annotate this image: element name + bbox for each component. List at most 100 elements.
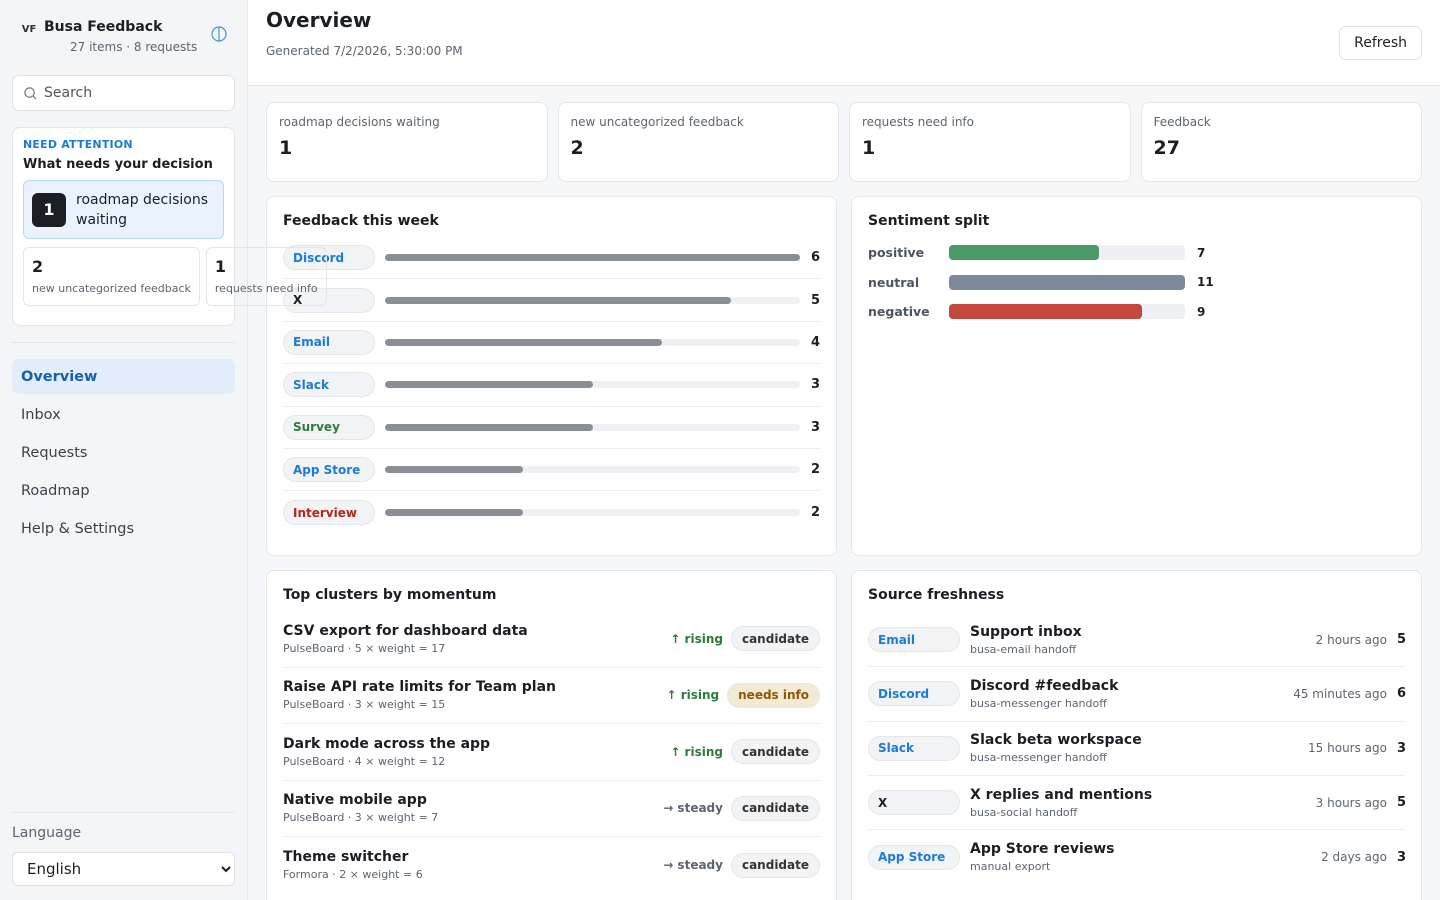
cluster-row[interactable]: Native mobile app PulseBoard · 3 × weight… — [283, 781, 820, 837]
attention-main-label: roadmap decisions waiting — [76, 191, 209, 228]
attention-card: NEED ATTENTION What needs your decision … — [12, 127, 327, 326]
source-pill[interactable]: App Store — [868, 844, 960, 870]
language-select[interactable]: English — [12, 852, 235, 886]
feedback-week-row[interactable]: Survey 3 — [283, 407, 820, 449]
stat-card[interactable]: roadmap decisions waiting 1 — [266, 102, 548, 182]
nav-item-roadmap[interactable]: Roadmap — [21, 482, 90, 499]
sentiment-track — [949, 304, 1185, 320]
bar-track — [385, 381, 800, 389]
source-main: Discord #feedback busa-messenger handoff — [970, 678, 1293, 710]
brand: VF Busa Feedback 27 items · 8 requests — [12, 0, 235, 66]
sentiment-track — [949, 245, 1185, 261]
feedback-week-row[interactable]: Discord 6 — [283, 237, 820, 280]
feedback-week-row[interactable]: Interview 2 — [283, 491, 820, 533]
source-main: Slack beta workspace busa-messenger hando… — [970, 732, 1308, 764]
bar-track — [385, 509, 800, 517]
cluster-row[interactable]: Dark mode across the app PulseBoard · 4 ×… — [283, 724, 820, 781]
feedback-week-row[interactable]: App Store 2 — [283, 449, 820, 492]
sentiment-row: negative 9 — [868, 297, 1405, 327]
language-label: Language — [12, 825, 82, 841]
freshness-card: Source freshness Email Support inbox busa-… — [851, 570, 1422, 900]
source-handoff: busa-social handoff — [970, 805, 1078, 819]
feedback-week-row[interactable]: Email 4 — [283, 322, 820, 365]
sentiment-row: positive 7 — [868, 238, 1405, 268]
bar-track — [385, 338, 800, 346]
bar-count: 2 — [810, 462, 820, 478]
source-row[interactable]: App Store App Store reviews manual export 2… — [868, 830, 1406, 884]
grid-bottom: Top clusters by momentum CSV export for … — [266, 570, 1422, 900]
refresh-button[interactable]: Refresh — [1339, 26, 1422, 60]
source-pill[interactable]: Email — [283, 329, 375, 355]
clusters-card: Top clusters by momentum CSV export for … — [266, 570, 837, 900]
source-pill[interactable]: Survey — [283, 414, 375, 440]
source-pill[interactable]: Slack — [283, 372, 375, 398]
source-last-seen: 2 hours ago — [1315, 632, 1387, 647]
source-name: Slack beta workspace — [970, 732, 1142, 749]
source-pill[interactable]: Discord — [868, 681, 960, 707]
source-last-seen: 2 days ago — [1321, 850, 1387, 865]
nav-item-overview[interactable]: Overview — [12, 359, 235, 394]
generated-timestamp: Generated 7/2/2026, 5:30:00 PM — [266, 44, 463, 58]
stat-label: roadmap decisions waiting — [279, 115, 440, 129]
app-title: Busa Feedback — [44, 19, 163, 35]
source-handoff: busa-email handoff — [970, 642, 1077, 656]
bar-track — [385, 466, 800, 474]
nav-item-requests[interactable]: Requests — [21, 444, 88, 461]
source-pill[interactable]: App Store — [283, 457, 375, 483]
attention-need-info[interactable]: 1 requests need info — [205, 247, 327, 306]
source-row[interactable]: X X replies and mentions busa-social hando… — [868, 776, 1407, 831]
source-name: Discord #feedback — [970, 677, 1119, 694]
bar-fill — [385, 423, 593, 431]
bar-track — [385, 254, 800, 262]
source-pill[interactable]: Interview — [283, 500, 375, 526]
card-title: Source freshness — [868, 587, 1005, 603]
source-pill[interactable]: Email — [868, 627, 960, 653]
cluster-row[interactable]: Raise API rate limits for Team plan Pulse… — [283, 668, 820, 724]
bar-count: 2 — [810, 505, 820, 521]
bar-track — [385, 296, 800, 304]
feedback-week-row[interactable]: Slack 3 — [283, 364, 820, 407]
source-row[interactable]: Slack Slack beta workspace busa-messenger … — [868, 722, 1406, 776]
cluster-row[interactable]: CSV export for dashboard data PulseBoard … — [283, 611, 820, 668]
source-row[interactable]: Email Support inbox busa-email handoff 2 ho… — [868, 613, 1406, 668]
bar-count: 3 — [810, 377, 820, 393]
source-count: 5 — [1397, 795, 1407, 811]
source-row[interactable]: Discord Discord #feedback busa-messenger h… — [868, 667, 1406, 722]
stat-card[interactable]: new uncategorized feedback 2 — [557, 102, 839, 182]
search-box[interactable] — [12, 75, 235, 111]
nav-item-inbox[interactable]: Inbox — [21, 406, 61, 423]
cluster-main: Theme switcher Formora · 2 × weight = 6 — [283, 849, 663, 881]
cluster-meta: PulseBoard · 4 × weight = 12 — [283, 754, 446, 768]
attention-uncategorized[interactable]: 2 new uncategorized feedback — [23, 247, 200, 306]
clusters-list: CSV export for dashboard data PulseBoard … — [283, 611, 820, 894]
nav-item-help-settings[interactable]: Help & Settings — [21, 520, 135, 537]
trend-indicator: → steady — [663, 858, 723, 873]
trend-indicator: ↑ rising — [666, 688, 720, 703]
search-input[interactable] — [44, 85, 214, 101]
source-pill[interactable]: X — [868, 790, 960, 816]
cluster-row[interactable]: Theme switcher Formora · 2 × weight = 6 → … — [283, 837, 820, 894]
card-title: Sentiment split — [868, 213, 990, 229]
stat-value: 1 — [862, 137, 876, 159]
attention-roadmap-decisions[interactable]: 1 roadmap decisions waiting — [23, 180, 224, 239]
sidebar-toggle-icon[interactable] — [211, 26, 227, 42]
sentiment-count: 11 — [1197, 275, 1214, 290]
bar-fill — [385, 509, 524, 517]
source-pill[interactable]: Discord — [283, 245, 375, 271]
sentiment-count: 9 — [1197, 304, 1206, 319]
feedback-week-card: Feedback this week Discord 6 X 5 Email 4 Slack… — [266, 196, 837, 556]
source-pill[interactable]: Slack — [868, 735, 960, 761]
sentiment-label: positive — [868, 245, 925, 261]
card-title: Feedback this week — [283, 213, 439, 229]
stat-card[interactable]: requests need info 1 — [849, 102, 1131, 182]
stat-value: 1 — [279, 137, 293, 159]
source-pill[interactable]: X — [283, 287, 375, 313]
stat-card[interactable]: Feedback 27 — [1140, 102, 1422, 182]
status-badge: candidate — [730, 739, 820, 765]
sentiment-card: Sentiment split positive 7 neutral 11 negati… — [851, 196, 1422, 556]
source-name: Support inbox — [970, 623, 1082, 640]
search-icon — [24, 86, 37, 100]
sentiment-list: positive 7 neutral 11 negative 9 — [868, 238, 1405, 327]
